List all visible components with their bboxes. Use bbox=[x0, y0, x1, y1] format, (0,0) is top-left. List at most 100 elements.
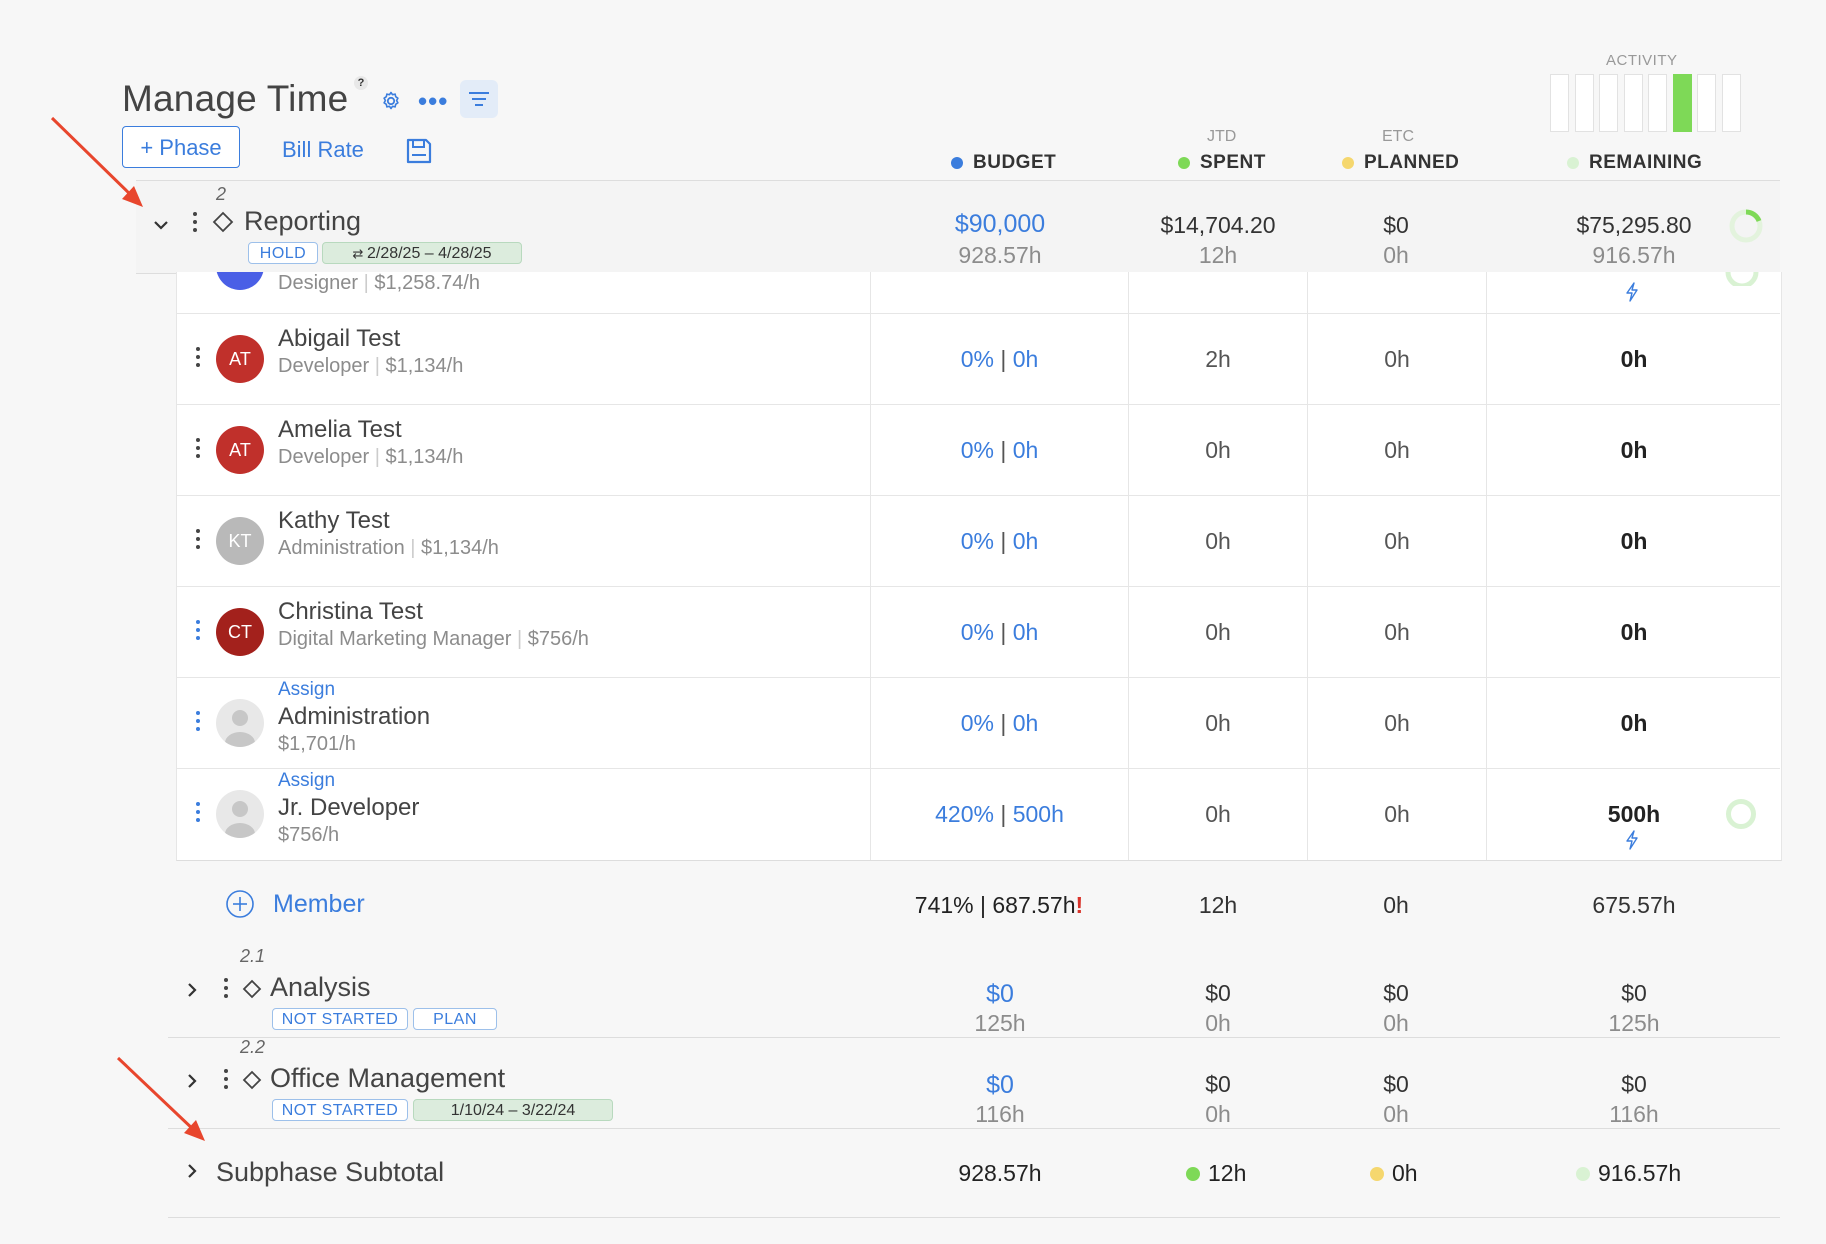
row-kebab-icon[interactable] bbox=[196, 346, 202, 371]
filter-button[interactable] bbox=[460, 80, 498, 118]
member-total-budget-text: 741% | 687.57h bbox=[914, 892, 1076, 918]
phase-spent-hours: 12h bbox=[1198, 242, 1238, 268]
budget-hours: 0h bbox=[1012, 527, 1039, 554]
subphase-remaining-hours: 116h bbox=[1609, 1101, 1659, 1127]
over-budget-warning: ! bbox=[1075, 892, 1084, 918]
subphase-tag-badge[interactable]: PLAN bbox=[413, 1008, 497, 1030]
avatar-partial bbox=[216, 272, 264, 290]
member-role-rate: Digital Marketing Manager | $756/h bbox=[278, 628, 589, 651]
chevron-right-icon[interactable] bbox=[184, 981, 200, 999]
add-phase-button[interactable]: + Phase bbox=[122, 126, 240, 168]
phase-spent: $14,704.20 bbox=[1160, 212, 1276, 238]
member-budget[interactable]: 0% | 0h bbox=[871, 710, 1128, 737]
chevron-down-icon[interactable] bbox=[152, 216, 170, 234]
subtotal-budget: 928.57h bbox=[958, 1160, 1042, 1186]
budget-percent: 420% bbox=[935, 800, 994, 827]
column-divider bbox=[870, 272, 871, 860]
phase-budget[interactable]: $90,000 bbox=[954, 210, 1046, 238]
planned-column-sup: ETC bbox=[1382, 128, 1414, 145]
bill-rate-link[interactable]: Bill Rate bbox=[282, 137, 364, 162]
phase-budget-hours: 928.57h bbox=[958, 242, 1042, 268]
member-budget[interactable]: 420% | 500h bbox=[871, 801, 1128, 828]
subtotal-spent-text: 12h bbox=[1208, 1160, 1247, 1186]
member-budget[interactable]: 0% | 0h bbox=[871, 619, 1128, 646]
row-kebab-icon[interactable] bbox=[196, 710, 202, 735]
role-name: Jr. Developer bbox=[278, 793, 420, 821]
separator: | bbox=[404, 536, 422, 559]
spent-column-header[interactable]: SPENT bbox=[1178, 152, 1266, 174]
subphase-status-badge[interactable]: NOT STARTED bbox=[272, 1099, 408, 1121]
member-budget[interactable]: 0% | 0h bbox=[871, 437, 1128, 464]
member-spent: 0h bbox=[1205, 800, 1231, 827]
gear-icon[interactable] bbox=[379, 89, 403, 113]
unassigned-avatar-icon bbox=[216, 698, 264, 747]
member-spent: 0h bbox=[1205, 436, 1231, 463]
more-options-icon[interactable]: ••• bbox=[418, 86, 449, 116]
planned-column-header[interactable]: PLANNED bbox=[1342, 152, 1459, 174]
member-rate: $756/h bbox=[527, 627, 589, 650]
remaining-dot bbox=[1567, 157, 1579, 169]
subtotal-chevron-right-icon[interactable] bbox=[184, 1162, 200, 1180]
member-budget[interactable]: 0% | 0h bbox=[871, 346, 1128, 373]
member-total-planned: 0h bbox=[1383, 892, 1409, 918]
bolt-icon[interactable] bbox=[1624, 282, 1640, 302]
subphase-kebab-icon[interactable] bbox=[224, 1069, 230, 1093]
row-kebab-icon[interactable] bbox=[196, 528, 202, 553]
subtotal-planned-text: 0h bbox=[1392, 1160, 1418, 1186]
budget-column-header[interactable]: BUDGET bbox=[951, 152, 1056, 174]
activity-bar bbox=[1648, 74, 1667, 132]
add-member-icon[interactable] bbox=[225, 889, 255, 919]
budget-header-label: BUDGET bbox=[973, 152, 1057, 173]
member-remaining: 0h bbox=[1620, 709, 1648, 736]
subphase-date-badge[interactable]: 1/10/24 – 3/22/24 bbox=[413, 1099, 613, 1121]
activity-label: ACTIVITY bbox=[1606, 52, 1678, 69]
subphase-budget[interactable]: $0 bbox=[986, 1071, 1014, 1099]
row-kebab-icon[interactable] bbox=[196, 437, 202, 462]
subphase-name[interactable]: Office Management bbox=[270, 1063, 506, 1093]
partial-row-ring bbox=[1725, 272, 1759, 286]
subphase-budget-hours: 125h bbox=[974, 1010, 1026, 1036]
add-member-button[interactable]: Member bbox=[273, 890, 365, 918]
assign-link[interactable]: Assign bbox=[278, 769, 336, 791]
subphase-budget[interactable]: $0 bbox=[986, 980, 1014, 1008]
subphase-remaining: $0 bbox=[1621, 1071, 1647, 1097]
separator: | bbox=[993, 527, 1013, 554]
member-role: Digital Marketing Manager bbox=[278, 627, 512, 650]
save-icon[interactable] bbox=[404, 136, 434, 166]
partial-row-rate: $1,258.74/h bbox=[374, 272, 481, 294]
phase-kebab-icon[interactable] bbox=[193, 212, 199, 236]
member-name[interactable]: Kathy Test bbox=[278, 506, 390, 534]
bolt-icon[interactable] bbox=[1624, 829, 1640, 850]
subphase-budget-hours: 116h bbox=[975, 1101, 1025, 1127]
planned-dot bbox=[1370, 1166, 1384, 1181]
table-row-divider bbox=[176, 768, 1780, 769]
spent-dot bbox=[1186, 1166, 1200, 1181]
chevron-right-icon[interactable] bbox=[184, 1072, 200, 1090]
assign-link[interactable]: Assign bbox=[278, 678, 336, 700]
avatar[interactable]: KT bbox=[216, 516, 264, 565]
member-name[interactable]: Amelia Test bbox=[278, 415, 402, 443]
subphase-kebab-icon[interactable] bbox=[224, 978, 230, 1002]
member-table bbox=[176, 272, 1782, 861]
row-kebab-icon[interactable] bbox=[196, 619, 202, 644]
avatar[interactable]: AT bbox=[216, 425, 264, 474]
subphase-divider bbox=[168, 1037, 1780, 1038]
phase-date-badge[interactable]: ⇄ 2/28/25 – 4/28/25 bbox=[322, 242, 522, 264]
subphase-status-badge[interactable]: NOT STARTED bbox=[272, 1008, 408, 1030]
phase-name[interactable]: Reporting bbox=[244, 206, 362, 236]
progress-ring bbox=[1726, 798, 1756, 829]
remaining-column-header[interactable]: REMAINING bbox=[1567, 152, 1702, 174]
table-row-divider bbox=[176, 313, 1780, 314]
phase-status-badge[interactable]: HOLD bbox=[248, 242, 318, 264]
subtotal-divider bbox=[168, 1217, 1780, 1218]
spent-dot bbox=[1178, 157, 1190, 169]
avatar[interactable]: CT bbox=[216, 607, 264, 656]
avatar[interactable]: AT bbox=[216, 334, 264, 383]
diamond-icon bbox=[212, 211, 234, 233]
member-budget[interactable]: 0% | 0h bbox=[871, 528, 1128, 555]
subphase-name[interactable]: Analysis bbox=[270, 972, 371, 1002]
row-kebab-icon[interactable] bbox=[196, 801, 202, 826]
member-name[interactable]: Abigail Test bbox=[278, 324, 401, 352]
help-icon[interactable]: ? bbox=[354, 76, 368, 90]
member-name[interactable]: Christina Test bbox=[278, 597, 423, 625]
